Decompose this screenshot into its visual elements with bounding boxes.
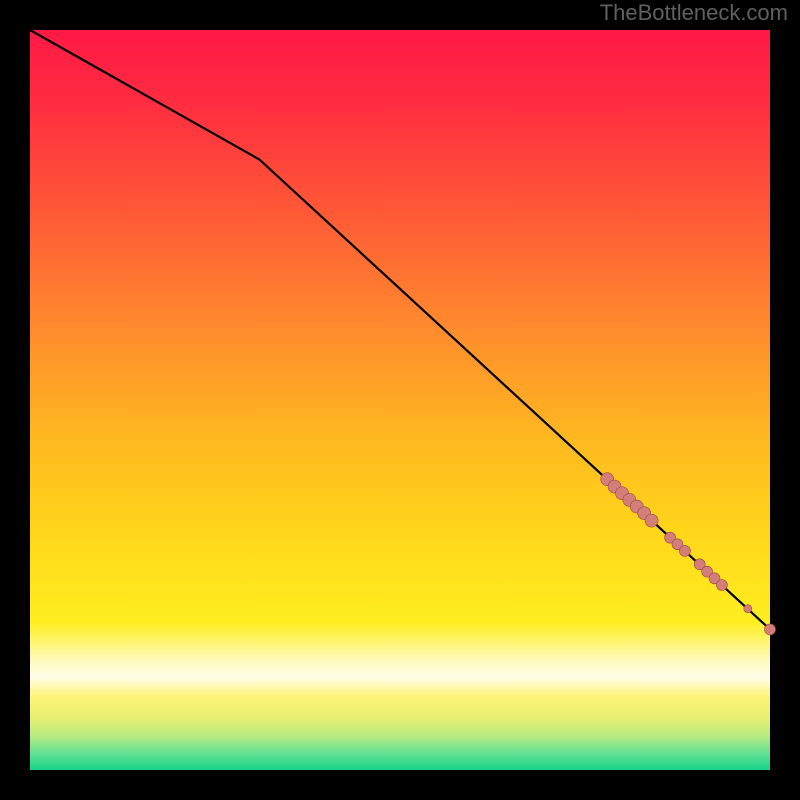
chart-stage: TheBottleneck.com [0,0,800,800]
marker-point [679,545,690,556]
watermark-label: TheBottleneck.com [600,0,788,26]
marker-point [765,624,776,635]
marker-point [716,580,727,591]
marker-point [645,514,658,527]
plot-background [30,30,770,770]
marker-point [744,605,752,613]
chart-svg [0,0,800,800]
